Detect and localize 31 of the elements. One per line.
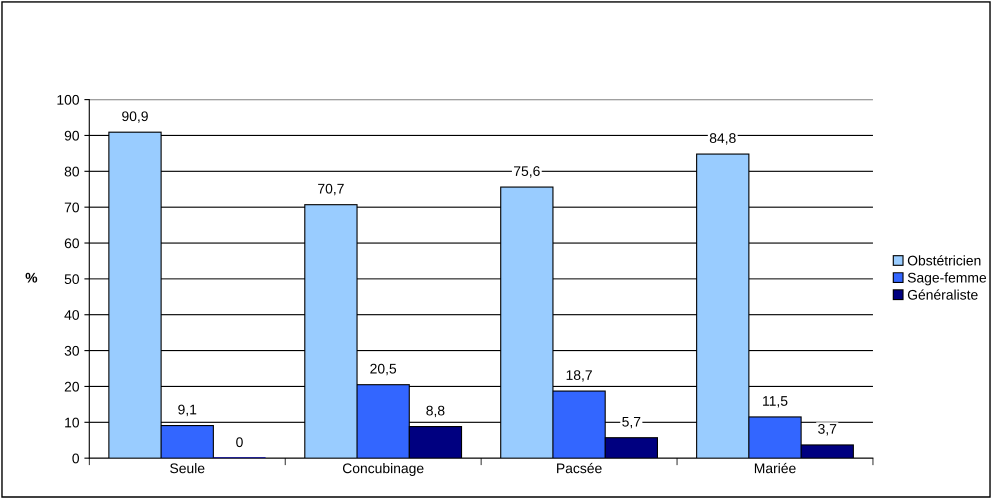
y-tick-label: 60	[64, 238, 80, 248]
legend-label: Généraliste	[908, 289, 978, 300]
data-label: 20,5	[370, 364, 396, 376]
y-tick-label: 80	[64, 166, 80, 176]
x-tick-label: Mariée	[754, 462, 796, 474]
data-label: 0	[236, 437, 243, 448]
y-tick-label: 40	[64, 310, 80, 320]
x-tick-label: Pacsée	[557, 462, 602, 474]
data-label: 84,8	[710, 133, 736, 145]
legend-label: Sage-femme	[908, 272, 986, 286]
y-tick-label: 10	[65, 418, 80, 428]
data-label: 5,7	[622, 416, 640, 428]
data-label: 8,8	[426, 406, 444, 418]
y-tick-label: 70	[64, 202, 80, 212]
x-tick-label: Seule	[170, 463, 204, 474]
y-axis-title: %	[26, 272, 38, 283]
y-tick-label: 100	[57, 94, 80, 105]
data-label: 11,5	[763, 396, 788, 408]
y-tick-label: 50	[64, 274, 80, 284]
data-label: 9,1	[178, 404, 196, 416]
data-label: 18,7	[566, 370, 592, 382]
data-label: 75,6	[514, 166, 540, 178]
y-tick-label: 20	[64, 382, 80, 392]
data-label: 90,9	[122, 111, 148, 123]
legend-label: Obstétricien	[908, 255, 980, 266]
y-tick-label: 90	[64, 130, 80, 141]
data-label: 3,7	[818, 424, 836, 436]
y-tick-label: 30	[64, 346, 80, 356]
data-label: 70,7	[318, 184, 344, 196]
y-tick-label: 0	[72, 453, 80, 464]
x-tick-label: Concubinage	[342, 463, 424, 476]
